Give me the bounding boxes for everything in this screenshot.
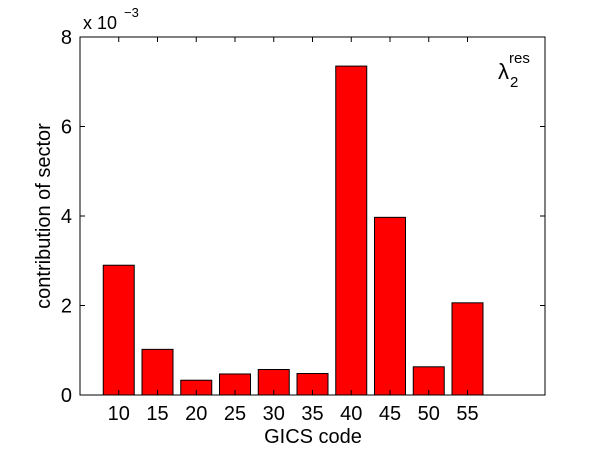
x-tick-label: 35 <box>301 403 323 425</box>
x-tick-label: 30 <box>263 403 285 425</box>
x-tick-label: 20 <box>185 403 207 425</box>
multiplier-base: x 10 <box>83 13 117 33</box>
y-tick-label: 6 <box>61 117 72 139</box>
x-tick-label: 50 <box>418 403 440 425</box>
y-axis-label: contribution of sector <box>33 123 55 309</box>
y-tick-label: 2 <box>61 296 72 318</box>
y-tick-label: 4 <box>61 206 72 228</box>
bar <box>374 216 406 396</box>
bar <box>451 302 484 396</box>
x-axis-label: GICS code <box>264 426 362 448</box>
bar <box>141 348 174 396</box>
x-tick-label: 55 <box>456 403 478 425</box>
bar <box>102 264 135 396</box>
bar <box>335 65 368 396</box>
x-tick-label: 40 <box>340 403 362 425</box>
annotation-superscript: res <box>509 50 530 67</box>
y-tick-label: 8 <box>61 27 72 49</box>
x-tick-label: 10 <box>108 403 130 425</box>
annotation-subscript: 2 <box>510 74 518 91</box>
x-tick-label: 15 <box>146 403 168 425</box>
x-tick-label: 45 <box>379 403 401 425</box>
x-tick-label: 25 <box>224 403 246 425</box>
y-tick-label: 0 <box>61 385 72 407</box>
multiplier-exponent: −3 <box>124 5 139 20</box>
annotation-symbol: λ <box>498 59 509 84</box>
